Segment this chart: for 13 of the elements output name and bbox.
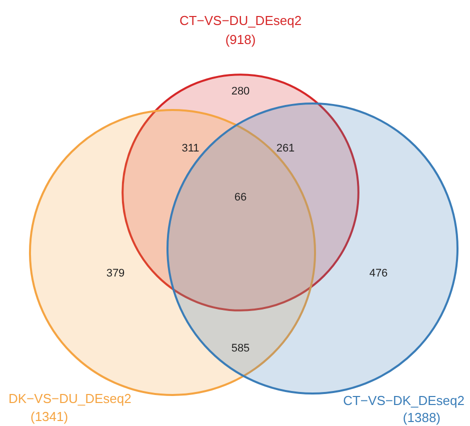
data-label: (918) xyxy=(225,32,256,47)
text: 66 xyxy=(234,192,247,204)
text: 280 xyxy=(231,86,250,98)
data-label: (1388) xyxy=(402,410,440,425)
category-label: DK−VS−DU_DEseq2 xyxy=(8,391,132,406)
text: 585 xyxy=(231,342,250,354)
text: 379 xyxy=(106,268,125,280)
data-label: (1341) xyxy=(30,409,68,424)
text: 476 xyxy=(369,268,388,280)
text: 261 xyxy=(276,142,295,154)
category-label: CT−VS−DK_DEseq2 xyxy=(343,393,465,408)
text: 311 xyxy=(182,142,200,154)
category-label: CT−VS−DU_DEseq2 xyxy=(179,13,302,28)
